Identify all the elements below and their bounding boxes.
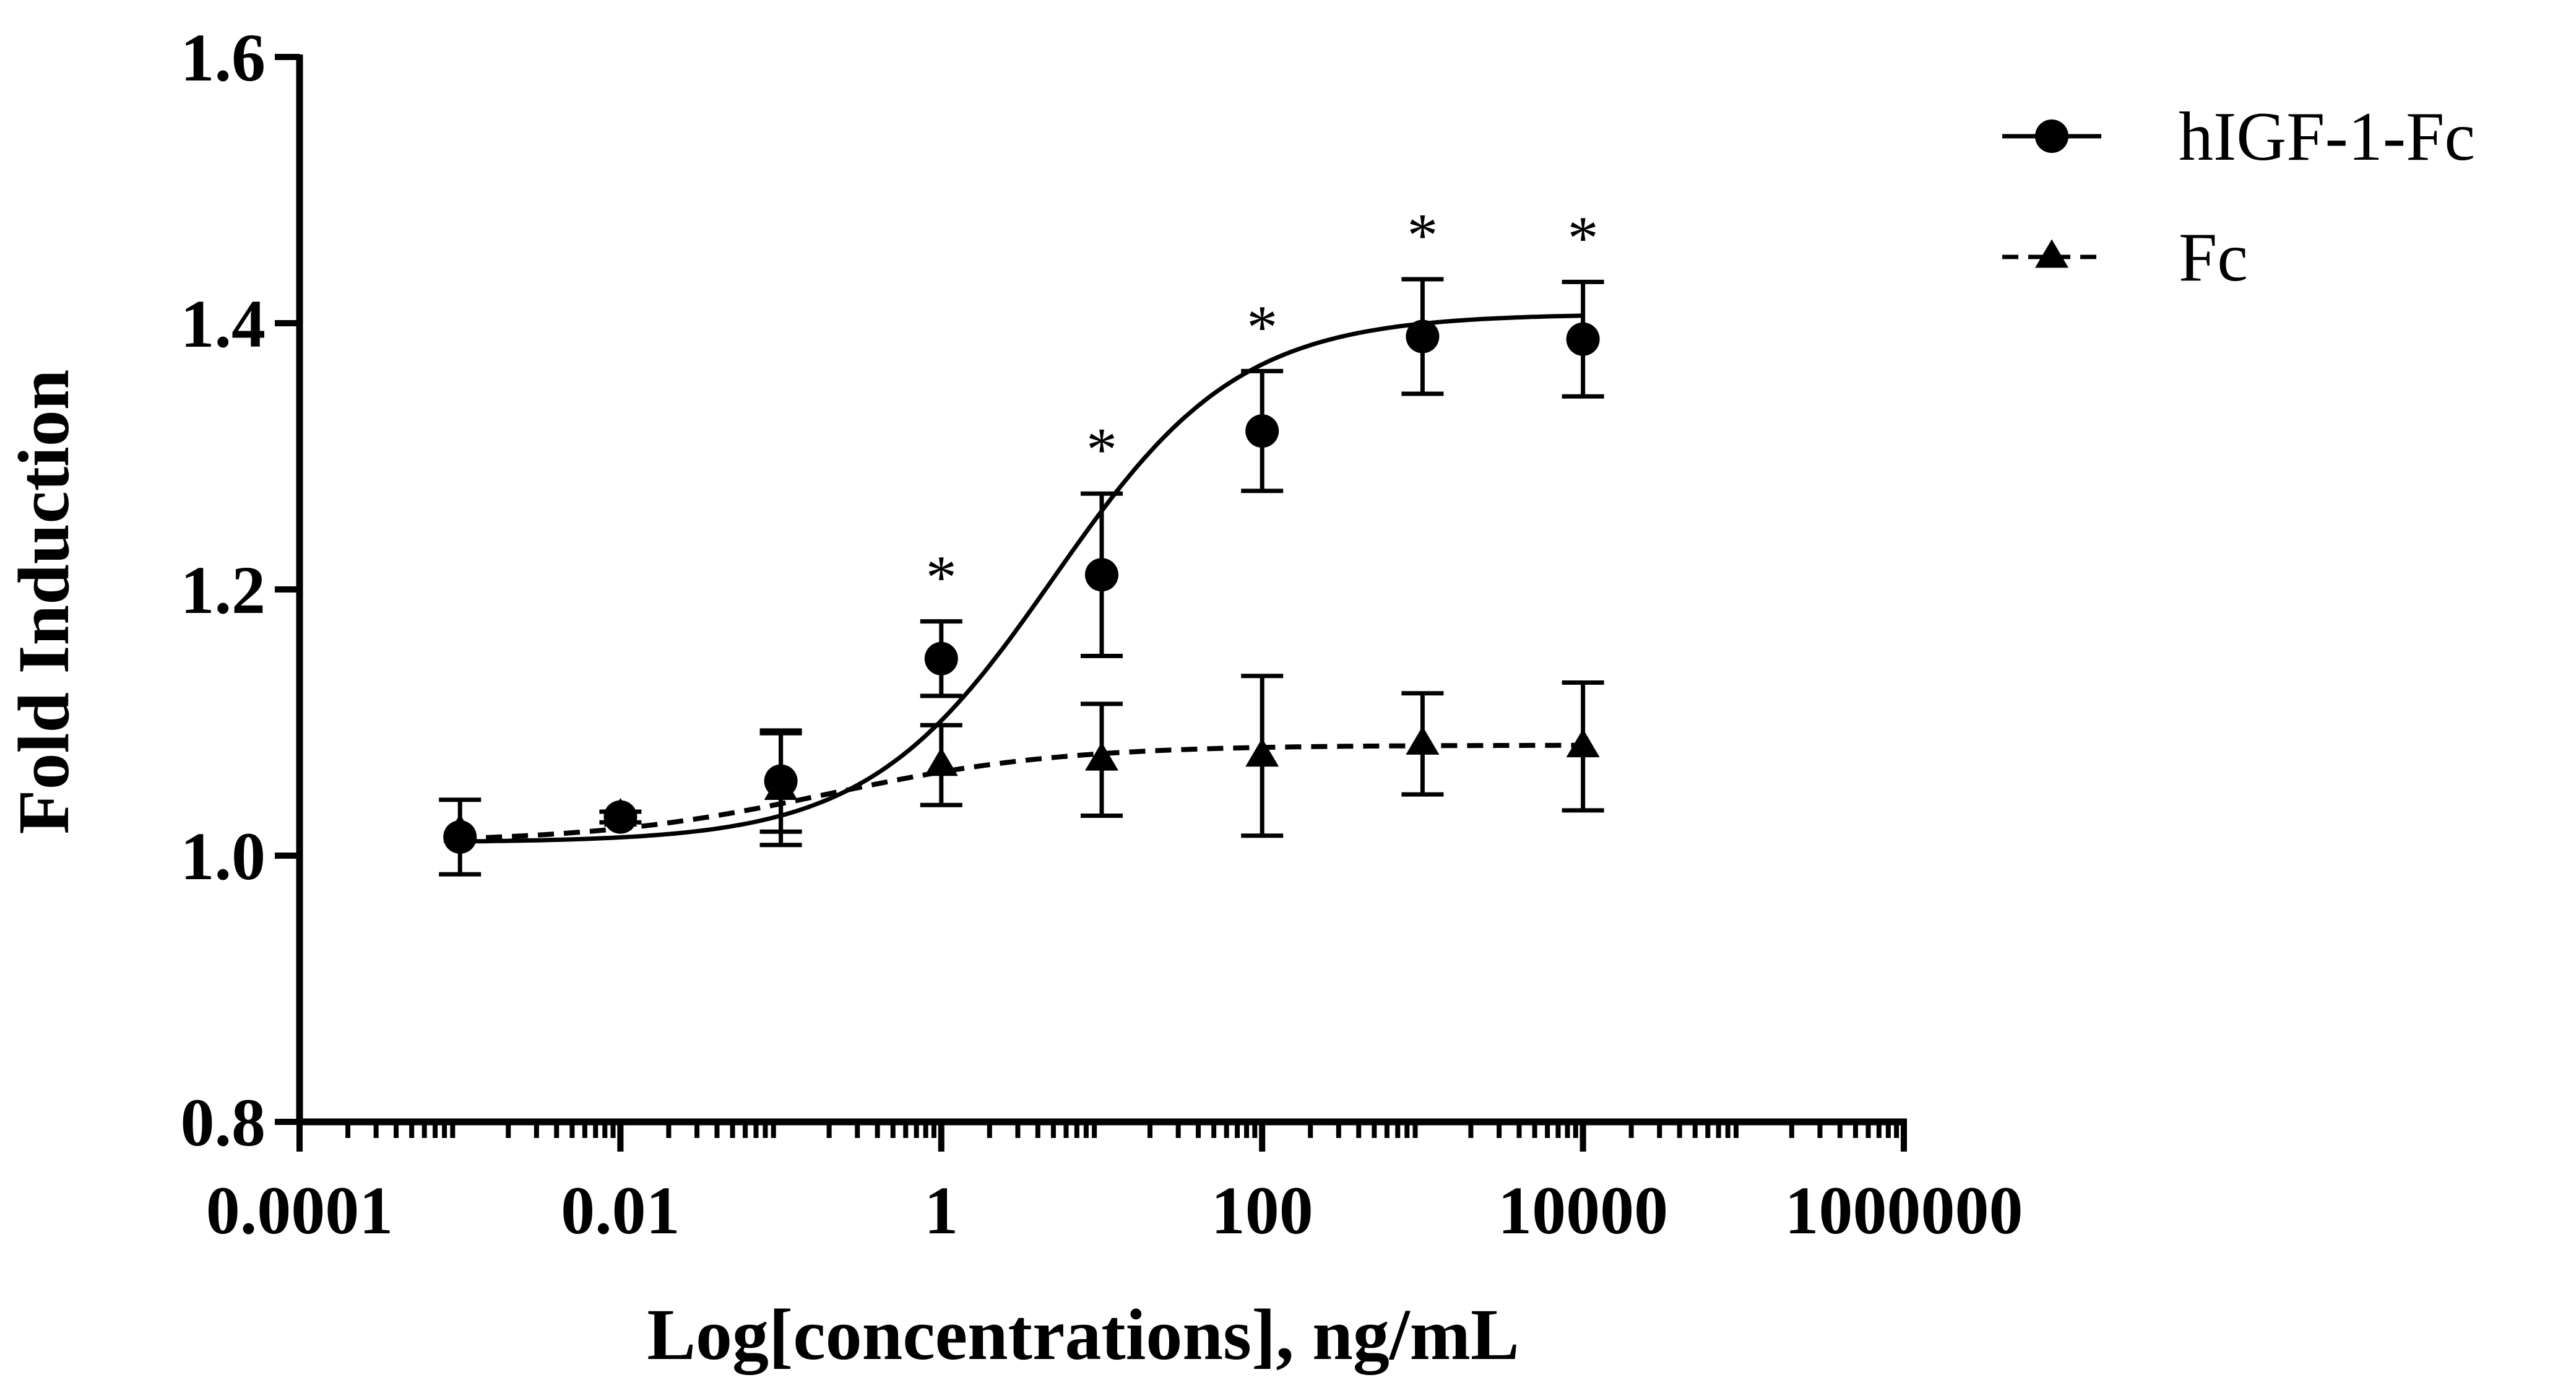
y-tick-label: 1.6 (181, 20, 266, 95)
y-tick-label: 1.2 (181, 552, 266, 628)
legend: hIGF-1-Fc Fc (2002, 98, 2475, 296)
data-point-triangle (1566, 729, 1600, 758)
data-point-triangle (1406, 726, 1440, 755)
fit-curve-higf-1-fc (460, 313, 1583, 844)
x-tick-label: 1 (924, 1173, 958, 1248)
significance-marker: * (1568, 203, 1599, 272)
data-point-circle (1085, 558, 1118, 592)
legend-marker-triangle (2035, 239, 2068, 268)
y-tick-label: 1.4 (181, 286, 266, 362)
x-axis-title: Log[concentrations], ng/mL (647, 1294, 1519, 1375)
significance-marker: * (926, 543, 957, 612)
fit-curve-fc (460, 742, 1583, 841)
significance-marker: * (1407, 201, 1438, 269)
x-tick-label: 10000 (1498, 1173, 1668, 1248)
x-tick-label: 0.0001 (206, 1173, 394, 1248)
significance-marker: * (1086, 415, 1117, 484)
data-point-triangle (443, 814, 477, 843)
data-point-triangle (924, 747, 958, 776)
significance-marker: * (1247, 292, 1277, 361)
axes: Fold Induction Log[concentrations], ng/m… (3, 20, 2023, 1375)
data-point-triangle (603, 797, 638, 827)
plot-area: * * * * * (439, 201, 1604, 877)
y-tick-label: 1.0 (181, 818, 266, 894)
legend-label-fc: Fc (2179, 219, 2248, 296)
legend-entry-fc: Fc (2002, 219, 2248, 296)
data-point-circle (1566, 322, 1600, 356)
legend-marker-circle (2035, 119, 2068, 153)
data-point-triangle (1085, 742, 1118, 771)
data-point-circle (1406, 319, 1440, 354)
legend-entry-higf-1-fc: hIGF-1-Fc (2002, 98, 2475, 175)
y-tick-label: 0.8 (181, 1085, 266, 1160)
legend-label-higf-1-fc: hIGF-1-Fc (2179, 98, 2475, 175)
data-point-circle (1245, 414, 1279, 448)
data-point-circle (924, 641, 958, 675)
x-tick-label: 0.01 (561, 1173, 680, 1248)
x-tick-label: 1000000 (1785, 1173, 2023, 1248)
data-point-triangle (764, 771, 798, 800)
data-point-triangle (1245, 738, 1279, 767)
x-tick-label: 100 (1211, 1173, 1313, 1248)
y-axis-title: Fold Induction (3, 370, 84, 835)
